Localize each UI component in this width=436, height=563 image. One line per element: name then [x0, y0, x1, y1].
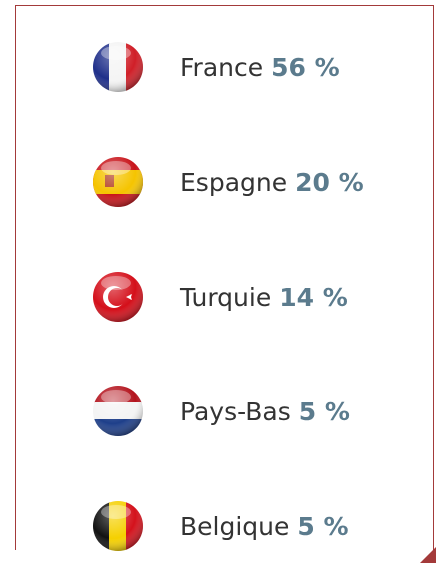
country-share: 20 %	[295, 167, 364, 197]
country-share: 14 %	[279, 282, 348, 312]
country-share: 56 %	[271, 52, 340, 82]
country-row: Belgique 5 %	[92, 500, 349, 552]
flag-icon	[93, 42, 143, 92]
country-name: France	[180, 52, 264, 82]
corner-decoration	[420, 547, 436, 563]
country-row: Espagne 20 %	[92, 156, 364, 208]
flag-icon	[93, 157, 143, 207]
country-name: Belgique	[180, 511, 290, 541]
country-row: Pays-Bas 5 %	[92, 385, 350, 437]
country-row: France 56 %	[92, 41, 340, 93]
country-name: Pays-Bas	[180, 396, 291, 426]
flag-icon	[93, 272, 143, 322]
country-name: Turquie	[180, 282, 272, 312]
country-row: Turquie 14 %	[92, 271, 348, 323]
panel	[15, 5, 434, 550]
country-share: 5 %	[297, 511, 349, 541]
country-share: 5 %	[298, 396, 350, 426]
flag-icon	[93, 386, 143, 436]
flag-icon	[93, 501, 143, 551]
country-name: Espagne	[180, 167, 288, 197]
